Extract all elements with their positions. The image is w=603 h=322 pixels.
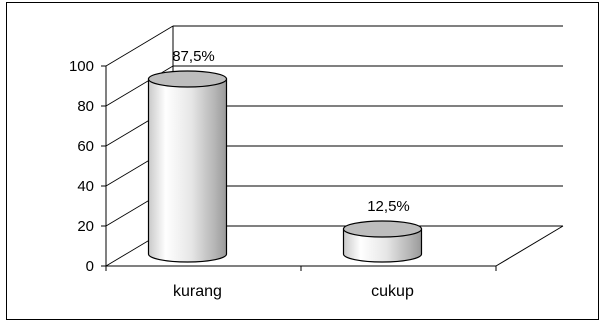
y-tick-label-0: 0 xyxy=(86,258,94,275)
bar-body-kurang xyxy=(147,78,228,263)
y-axis-tick-labels: 0 20 40 60 80 100 xyxy=(69,58,94,275)
bar-body-cukup xyxy=(342,228,423,263)
category-label-cukup: cukup xyxy=(371,283,414,300)
data-label-cukup: 12,5% xyxy=(367,198,410,215)
bar-top-cukup xyxy=(342,220,423,238)
bars xyxy=(147,70,423,263)
data-labels: 87,5% 12,5% xyxy=(172,48,410,215)
gridline-side-100 xyxy=(105,25,174,67)
category-labels: kurang cukup xyxy=(173,283,414,300)
bar-kurang xyxy=(147,70,228,263)
chart-walls xyxy=(172,25,563,226)
y-tick-label-40: 40 xyxy=(77,178,94,195)
chart-frame xyxy=(6,2,599,320)
y-tick-label-80: 80 xyxy=(77,98,94,115)
category-label-kurang: kurang xyxy=(173,283,222,300)
bar-cukup xyxy=(342,220,423,263)
y-tick-label-20: 20 xyxy=(77,218,94,235)
y-tick-label-100: 100 xyxy=(69,58,94,75)
y-tick-label-60: 60 xyxy=(77,138,94,155)
data-label-kurang: 87,5% xyxy=(172,48,215,65)
floor-right-edge xyxy=(495,225,564,267)
axes xyxy=(101,65,564,271)
bar-top-kurang xyxy=(147,70,228,88)
